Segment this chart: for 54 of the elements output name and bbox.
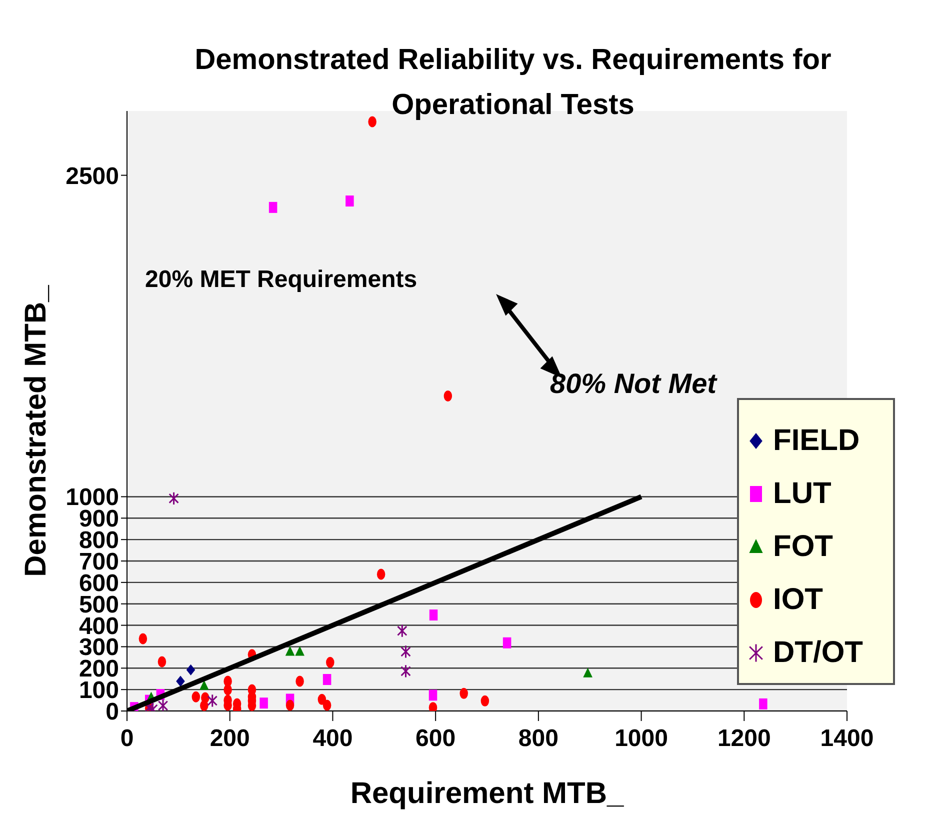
x-tick-label: 800 — [518, 725, 558, 752]
legend-label: DT/OT — [773, 636, 863, 670]
point — [460, 688, 468, 699]
point — [268, 202, 278, 213]
point — [192, 691, 200, 702]
point — [260, 698, 268, 709]
point — [400, 664, 411, 678]
point — [376, 568, 386, 580]
point — [428, 690, 438, 701]
annotation: 20% MET Requirements — [145, 266, 418, 294]
point — [368, 116, 376, 128]
point — [200, 700, 208, 711]
x-tick-label: 400 — [312, 725, 353, 752]
point — [138, 633, 148, 644]
point — [480, 695, 490, 706]
point — [346, 196, 354, 206]
point — [326, 656, 334, 668]
point — [199, 680, 209, 690]
point — [429, 610, 438, 620]
point — [583, 668, 592, 678]
legend-label: IOT — [773, 582, 823, 616]
point — [207, 694, 218, 708]
point — [502, 637, 512, 648]
point — [759, 698, 768, 710]
x-axis-title: Requirement MTB_ — [350, 777, 624, 810]
point — [224, 684, 232, 696]
point — [322, 674, 332, 685]
point — [296, 676, 304, 687]
point — [318, 694, 326, 705]
point — [158, 698, 168, 711]
point — [158, 656, 166, 668]
point — [444, 390, 452, 402]
annotation: 80% Not Met — [550, 368, 716, 400]
y-tick-label: 0 — [106, 698, 119, 726]
chart-title: Demonstrated Reliability vs. Requirements for Operational Tests — [194, 43, 832, 123]
point — [186, 664, 196, 676]
y-axis-title: Demonstrated MTB_ — [20, 284, 52, 577]
point — [295, 646, 304, 656]
x-tick-label: 1200 — [717, 725, 771, 752]
point — [285, 646, 295, 656]
point — [286, 700, 294, 711]
point — [176, 676, 185, 687]
legend-label: FIELD — [773, 424, 860, 458]
x-tick-label: 200 — [210, 725, 250, 752]
x-tick-label: 1400 — [820, 725, 874, 752]
legend-label: FOT — [773, 530, 833, 564]
y-tick-label: 2500 — [66, 162, 119, 190]
point — [396, 624, 408, 638]
point — [400, 644, 411, 658]
point — [168, 492, 179, 506]
x-tick-label: 600 — [416, 725, 456, 752]
point — [322, 700, 332, 711]
x-tick-label: 1000 — [614, 725, 668, 752]
legend-label: LUT — [773, 476, 832, 510]
